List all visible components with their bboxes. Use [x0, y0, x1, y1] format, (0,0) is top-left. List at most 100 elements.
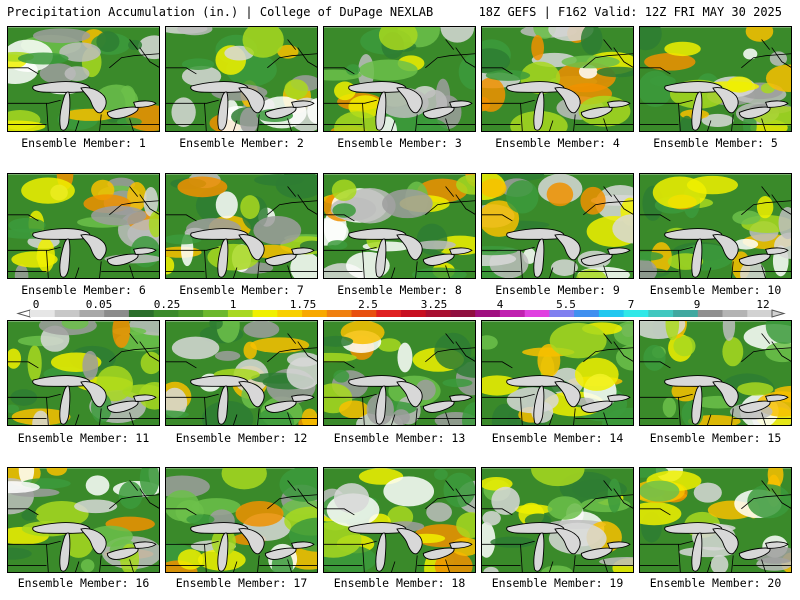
state-border	[707, 561, 712, 572]
precip-blob	[640, 251, 664, 261]
great-lake	[765, 541, 789, 549]
precip-blob	[482, 48, 511, 74]
precip-blob	[482, 522, 496, 558]
colorbar-swatch	[747, 310, 773, 317]
state-border	[8, 361, 39, 369]
precip-blob	[412, 267, 467, 278]
state-border	[297, 341, 317, 362]
precip-blob	[686, 175, 738, 195]
great-lake	[217, 532, 229, 572]
precip-blob	[209, 321, 223, 330]
precip-blob	[221, 468, 267, 490]
state-border	[640, 540, 693, 545]
great-lake	[607, 247, 631, 255]
state-border	[257, 555, 260, 572]
state-border	[640, 361, 671, 369]
great-lake	[375, 385, 387, 425]
precip-blob	[778, 206, 791, 240]
great-lake	[264, 106, 297, 119]
precip-blob	[171, 97, 196, 128]
colorbar-tick-label: 0.05	[85, 298, 113, 311]
state-border	[46, 544, 49, 572]
state-border	[204, 250, 207, 278]
state-border	[520, 250, 523, 278]
state-border	[573, 555, 576, 572]
state-border	[46, 397, 49, 425]
state-border	[455, 47, 475, 68]
state-border	[257, 261, 260, 278]
state-border	[573, 114, 576, 131]
precip-blob	[82, 350, 99, 381]
precip-blob	[116, 117, 142, 127]
state-border	[771, 488, 791, 509]
precip-blob	[456, 512, 475, 539]
precip-blob	[166, 387, 188, 418]
great-lake	[59, 532, 71, 572]
precip-blob	[239, 107, 259, 131]
precip-blob	[415, 240, 456, 250]
ensemble-member-map	[165, 467, 318, 573]
precip-blob	[243, 321, 280, 338]
great-lake	[80, 87, 107, 114]
state-border	[99, 408, 102, 425]
great-lake	[607, 541, 631, 549]
precip-blob	[240, 195, 260, 220]
colorbar-swatch	[54, 310, 80, 317]
colorbar-swatch	[104, 310, 130, 317]
state-border	[761, 480, 771, 491]
state-border	[640, 67, 671, 75]
great-lake	[396, 528, 423, 555]
state-border	[583, 494, 633, 510]
great-lake	[59, 385, 71, 425]
great-lake	[291, 541, 315, 549]
precip-blob	[201, 400, 254, 425]
precip-blob	[112, 321, 131, 348]
precip-blob	[599, 556, 633, 567]
precip-blob	[482, 178, 507, 198]
precip-blob	[166, 490, 200, 522]
great-lake	[133, 100, 157, 108]
state-border	[166, 99, 219, 104]
great-lake	[106, 106, 139, 119]
precip-blob	[462, 402, 475, 425]
state-border	[267, 53, 317, 69]
state-border	[99, 555, 102, 572]
precip-blob	[177, 176, 228, 198]
state-border	[731, 114, 734, 131]
state-border	[46, 103, 49, 131]
great-lake	[375, 91, 387, 131]
state-border	[324, 67, 355, 75]
state-border	[520, 544, 523, 572]
great-lake	[375, 532, 387, 572]
state-border	[257, 408, 260, 425]
great-lake	[580, 106, 613, 119]
state-border	[391, 267, 396, 278]
precip-blob	[612, 213, 633, 244]
ensemble-member-map	[7, 26, 160, 132]
great-lake	[291, 100, 315, 108]
state-border	[707, 414, 712, 425]
precip-blob	[177, 27, 213, 36]
state-border	[166, 508, 197, 516]
ensemble-member-map	[481, 320, 634, 426]
colorbar-tick-label: 0.25	[153, 298, 181, 311]
precip-blob	[483, 566, 499, 572]
precip-blob	[324, 218, 349, 246]
state-border	[741, 347, 791, 363]
state-border	[455, 194, 475, 215]
state-border	[425, 347, 475, 363]
precip-blob	[726, 76, 753, 93]
state-border	[603, 39, 613, 50]
state-border	[707, 267, 712, 278]
state-border	[482, 540, 535, 545]
precip-blob	[21, 177, 75, 204]
great-lake	[712, 87, 739, 114]
state-border	[613, 488, 633, 509]
precip-blob	[250, 337, 310, 353]
state-border	[425, 200, 475, 216]
precip-blob	[649, 75, 676, 87]
great-lake	[133, 247, 157, 255]
colorbar-swatch	[30, 310, 56, 317]
precip-blob	[74, 499, 118, 514]
state-border	[731, 408, 734, 425]
